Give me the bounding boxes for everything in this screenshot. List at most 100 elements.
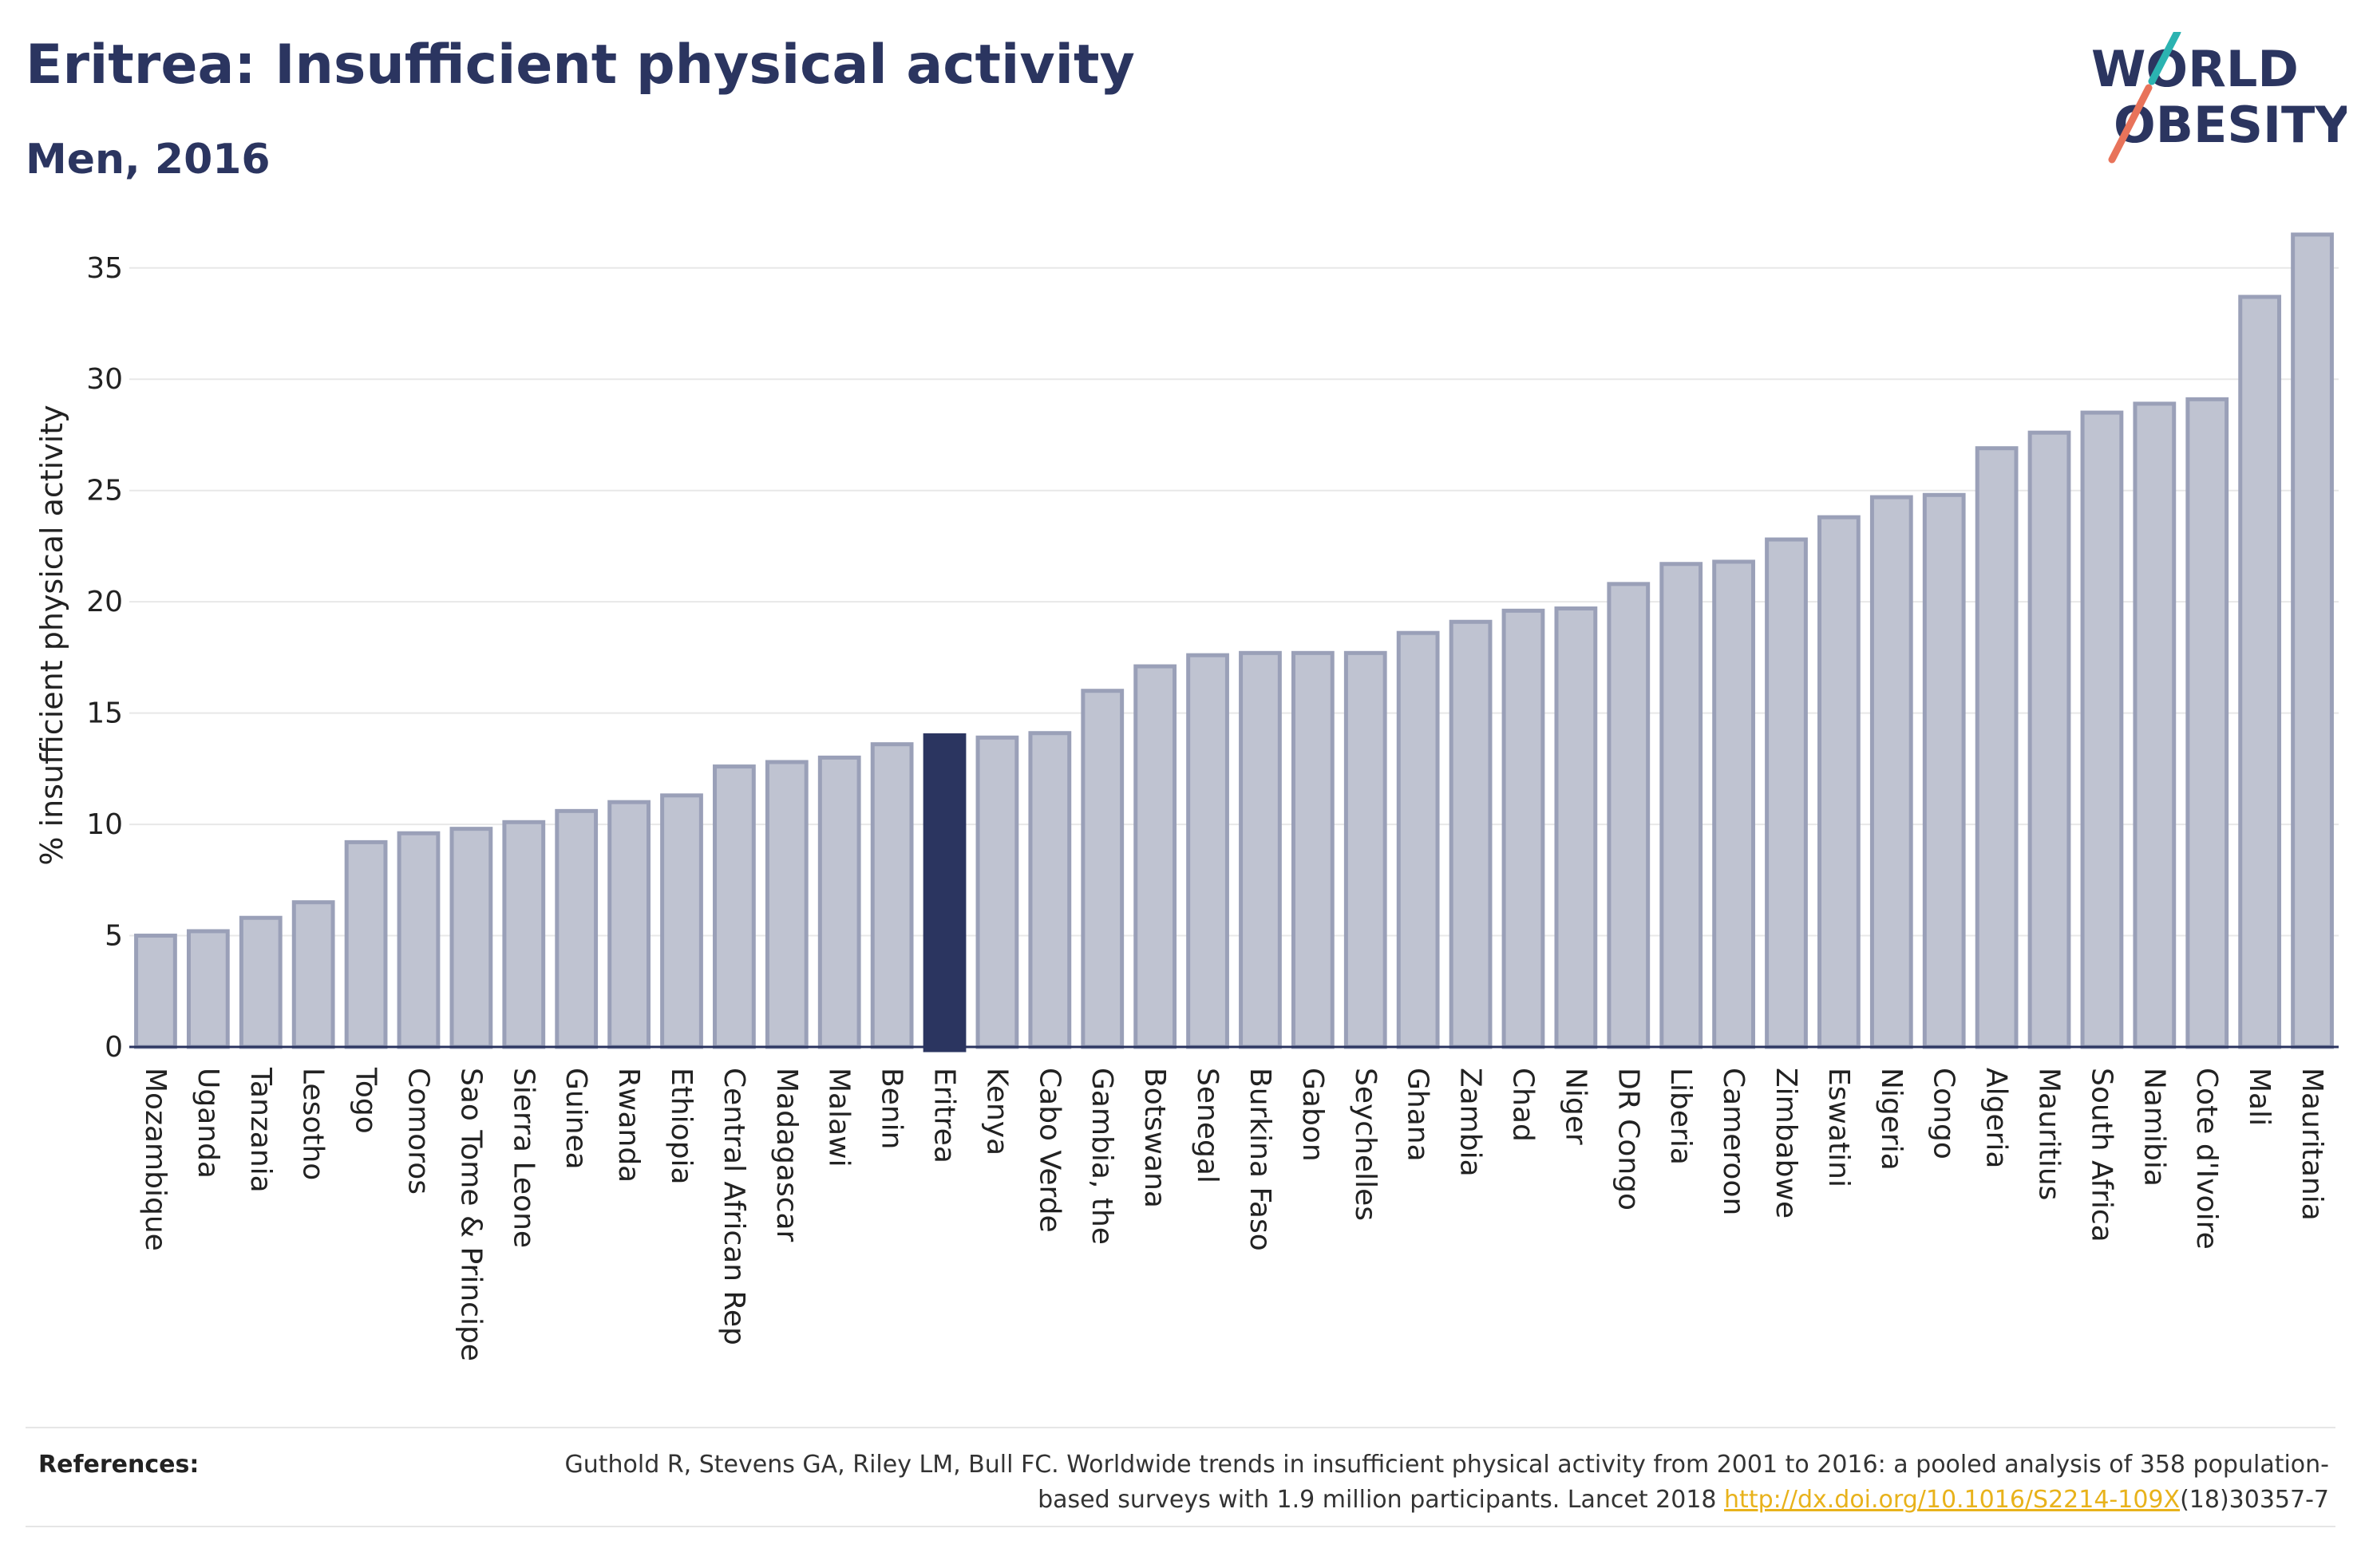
bar <box>291 900 335 1049</box>
bar <box>502 820 546 1049</box>
bar <box>1712 559 1755 1049</box>
bar <box>1501 608 1545 1049</box>
bar <box>1291 650 1335 1049</box>
x-tick-label: Mali <box>2243 1068 2276 1126</box>
x-tick-label: Malawi <box>823 1068 856 1167</box>
references-citation-suffix: (18)30357-7 <box>2180 1486 2329 1514</box>
x-tick-label: Nigeria <box>1875 1068 1908 1171</box>
y-tick-label: 35 <box>86 252 123 285</box>
x-tick-label: Togo <box>350 1067 382 1134</box>
bar <box>1659 562 1703 1049</box>
references-text: Guthold R, Stevens GA, Riley LM, Bull FC… <box>493 1448 2329 1518</box>
x-tick-label: Mauritius <box>2033 1068 2066 1200</box>
x-tick-label: Zambia <box>1454 1068 1487 1177</box>
bar <box>1922 492 1966 1049</box>
bar <box>1869 495 1913 1049</box>
x-tick-label: Rwanda <box>612 1068 645 1183</box>
bar <box>2133 401 2177 1049</box>
bar <box>344 839 388 1049</box>
world-obesity-logo: WORLD OBESITY <box>2091 32 2347 164</box>
chart-subtitle: Men, 2016 <box>26 136 271 184</box>
bar <box>765 760 809 1049</box>
bar <box>1449 619 1493 1049</box>
bar <box>1554 606 1598 1049</box>
y-axis-label: % insufficient physical activity <box>34 405 69 865</box>
references-bottom-divider <box>26 1526 2335 1527</box>
x-tick-label: DR Congo <box>1612 1068 1644 1211</box>
x-tick-label: Niger <box>1559 1068 1592 1145</box>
y-tick-label: 0 <box>105 1031 123 1064</box>
bar <box>1607 582 1651 1049</box>
bar <box>397 831 441 1049</box>
bar <box>1239 650 1282 1049</box>
x-tick-label: Ethiopia <box>665 1068 698 1185</box>
x-tick-label: Seychelles <box>1349 1068 1382 1221</box>
logo-slash-coral <box>2108 84 2153 164</box>
x-tick-label: Kenya <box>980 1068 1013 1155</box>
bar <box>449 827 493 1049</box>
bar <box>607 800 651 1049</box>
x-tick-label: Guinea <box>560 1068 592 1170</box>
x-tick-label: Senegal <box>1191 1068 1224 1183</box>
bar <box>1186 653 1229 1049</box>
bar <box>2080 410 2124 1049</box>
bar <box>2027 430 2071 1049</box>
bar <box>555 808 599 1049</box>
chart-title: Eritrea: Insufficient physical activity <box>26 34 1135 97</box>
bar <box>134 934 177 1049</box>
x-tick-label: Liberia <box>1664 1068 1697 1165</box>
x-tick-label: Sao Tome & Principe <box>454 1068 487 1361</box>
y-tick-label: 10 <box>86 808 123 841</box>
x-tick-label: Congo <box>1928 1068 1960 1159</box>
x-tick-label: Uganda <box>192 1068 224 1179</box>
bar <box>1081 689 1125 1049</box>
bar <box>975 735 1019 1049</box>
x-tick-label: Burkina Faso <box>1244 1068 1276 1251</box>
x-tick-label: Madagascar <box>770 1068 803 1242</box>
x-tick-label: Ghana <box>1402 1068 1434 1162</box>
references-label: References: <box>38 1451 200 1479</box>
bar <box>186 929 230 1049</box>
x-tick-label: Algeria <box>1980 1068 2013 1169</box>
y-tick-label: 25 <box>86 475 123 508</box>
x-tick-label: Lesotho <box>297 1068 330 1180</box>
y-tick-label: 20 <box>86 586 123 618</box>
x-tick-label: Namibia <box>2138 1068 2170 1187</box>
bar <box>817 755 861 1049</box>
bar <box>2238 294 2282 1049</box>
x-tick-label: Central African Rep <box>718 1068 750 1345</box>
bar <box>713 764 756 1049</box>
bar <box>660 793 703 1049</box>
bar <box>870 742 914 1049</box>
references-top-divider <box>26 1427 2335 1428</box>
logo-word-obesity: OBESITY <box>2114 96 2347 154</box>
logo-word-world: WORLD <box>2091 40 2299 98</box>
logo-slash-teal <box>2148 32 2181 85</box>
bar <box>1133 664 1177 1049</box>
x-tick-label: Comoros <box>401 1068 434 1195</box>
x-tick-label: Eritrea <box>928 1068 961 1163</box>
x-tick-label: Benin <box>876 1068 908 1149</box>
bar <box>2185 397 2229 1049</box>
x-tick-label: Mauritania <box>2296 1068 2328 1221</box>
x-tick-label: Mozambique <box>139 1068 172 1251</box>
x-tick-label: Tanzania <box>244 1067 277 1193</box>
x-tick-label: Chad <box>1506 1068 1539 1142</box>
x-tick-label: Cote d'Ivoire <box>2190 1068 2223 1250</box>
x-tick-label: Cameroon <box>1717 1068 1750 1215</box>
bar <box>1396 630 1440 1049</box>
bar-chart: 0 5 10 15 20 25 30 35 % insufficient physical ac… <box>34 232 2339 1361</box>
x-tick-label: Gabon <box>1296 1068 1329 1162</box>
x-tick-label: Eswatini <box>1822 1068 1855 1187</box>
bar-highlight <box>923 733 967 1053</box>
references-doi-link[interactable]: http://dx.doi.org/10.1016/S2214-109X <box>1724 1486 2181 1514</box>
bar <box>1028 731 1072 1049</box>
x-tick-label: Cabo Verde <box>1033 1068 1066 1233</box>
x-tick-label: Sierra Leone <box>507 1068 540 1248</box>
bar <box>2291 232 2334 1049</box>
y-tick-label: 30 <box>86 363 123 396</box>
y-tick-label: 5 <box>105 920 123 953</box>
bar <box>1343 650 1387 1049</box>
x-tick-label: South Africa <box>2085 1068 2118 1242</box>
x-tick-label: Botswana <box>1138 1068 1171 1208</box>
